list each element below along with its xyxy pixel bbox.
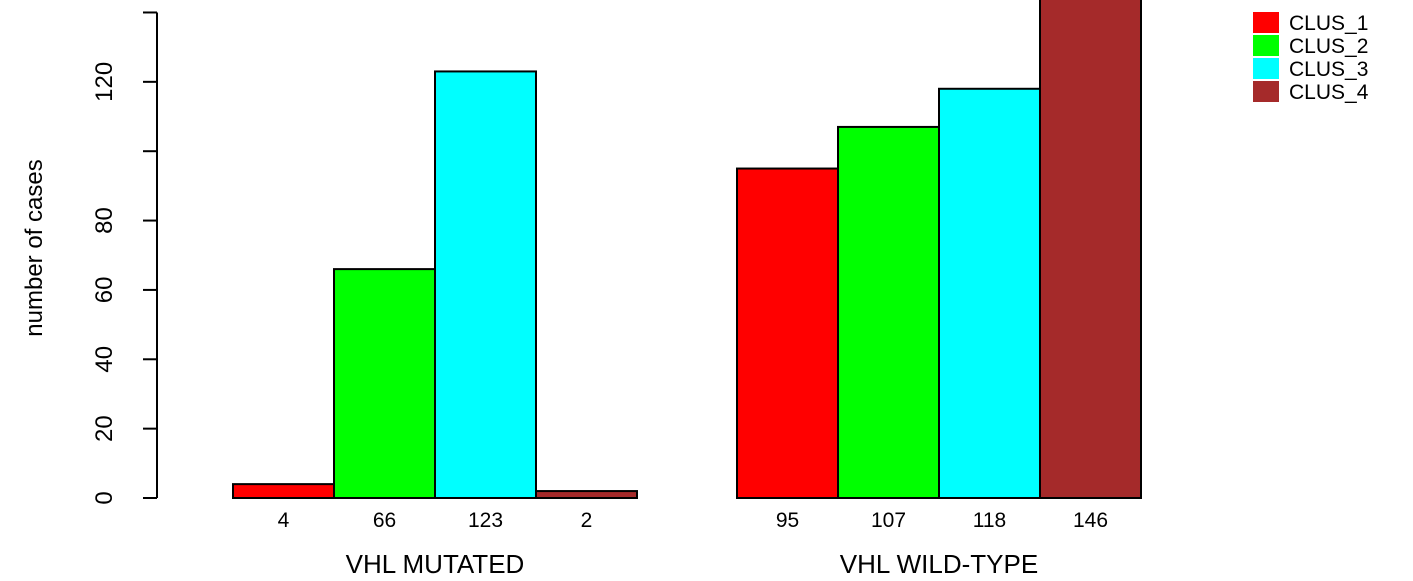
bar-value-label: 146 — [1073, 509, 1108, 532]
y-tick-label: 20 — [91, 415, 118, 442]
bars — [232, 0, 1142, 500]
bar-value-labels: 4 66 123 2 95 107 118 146 — [278, 509, 1108, 532]
group-label: VHL MUTATED — [346, 549, 525, 579]
bar-1-clus-1 — [232, 483, 335, 499]
bar-1-clus-2 — [333, 268, 436, 499]
bar-value-label: 66 — [373, 509, 396, 532]
legend-swatch — [1253, 35, 1279, 56]
legend-swatch — [1253, 81, 1279, 102]
y-tick-label: 120 — [91, 62, 118, 102]
bar-2-clus-3 — [938, 87, 1041, 499]
y-axis: 0 20 40 60 80 120 — [91, 11, 158, 505]
y-tick-label: 40 — [91, 346, 118, 373]
bar-value-label: 107 — [871, 509, 906, 532]
bar-value-label: 4 — [278, 509, 290, 532]
legend-label: CLUS_1 — [1289, 12, 1368, 35]
legend-swatch — [1253, 12, 1279, 33]
group-labels: VHL MUTATED VHL WILD-TYPE — [346, 549, 1039, 579]
legend-swatch — [1253, 58, 1279, 79]
bar-2-clus-4 — [1039, 0, 1142, 500]
legend-label: CLUS_3 — [1289, 58, 1368, 81]
bar-value-label: 95 — [776, 509, 799, 532]
bar-value-label: 2 — [581, 509, 593, 532]
group-label: VHL WILD-TYPE — [840, 549, 1038, 579]
y-axis-label: number of cases — [21, 159, 48, 336]
bar-2-clus-2 — [837, 125, 940, 499]
bar-value-label: 123 — [468, 509, 503, 532]
y-tick-label: 80 — [91, 207, 118, 234]
y-tick-label: 0 — [91, 491, 118, 504]
legend-label: CLUS_2 — [1289, 35, 1368, 58]
bar-value-label: 118 — [973, 509, 1006, 532]
y-tick-label: 60 — [91, 277, 118, 304]
bar-1-clus-4 — [535, 490, 638, 499]
bar-1-clus-3 — [434, 70, 537, 499]
bar-2-clus-1 — [736, 167, 839, 499]
legend-label: CLUS_4 — [1289, 81, 1369, 104]
